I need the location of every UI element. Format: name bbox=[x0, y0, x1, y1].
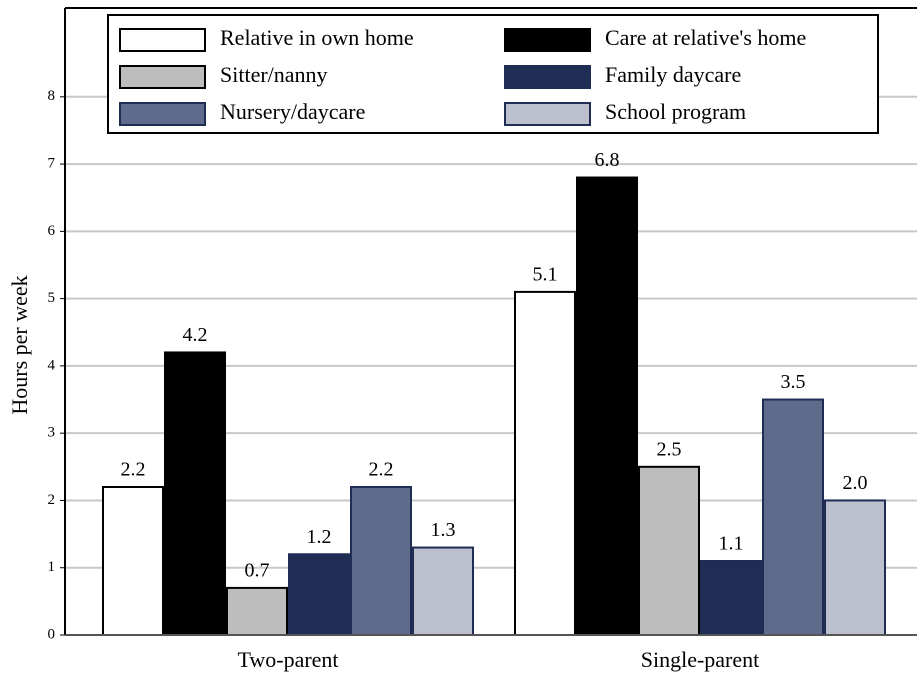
value-label: 1.3 bbox=[431, 519, 456, 541]
bar bbox=[412, 546, 474, 636]
value-label: 2.2 bbox=[369, 459, 394, 481]
value-label: 0.7 bbox=[245, 560, 270, 582]
value-label: 2.0 bbox=[843, 472, 868, 494]
value-label: 1.2 bbox=[307, 526, 332, 548]
legend-swatch bbox=[119, 102, 206, 126]
value-label: 1.1 bbox=[719, 533, 744, 555]
x-tick-label: Single-parent bbox=[641, 647, 760, 672]
bar bbox=[288, 553, 350, 636]
legend-label: Sitter/nanny bbox=[220, 62, 328, 87]
bar bbox=[638, 465, 700, 636]
value-label: 3.5 bbox=[781, 371, 806, 393]
y-tick-label: 8 bbox=[48, 88, 56, 104]
legend-label: School program bbox=[605, 99, 746, 124]
value-label: 2.5 bbox=[657, 438, 682, 460]
bar bbox=[164, 351, 226, 636]
legend-label: Relative in own home bbox=[220, 25, 414, 50]
legend-label: Care at relative's home bbox=[605, 25, 806, 50]
legend-swatch bbox=[504, 102, 591, 126]
bar bbox=[762, 398, 824, 637]
bar bbox=[350, 485, 412, 636]
y-tick-label: 2 bbox=[48, 492, 56, 508]
legend-label: Family daycare bbox=[605, 62, 741, 87]
bar bbox=[824, 499, 886, 637]
bar bbox=[700, 559, 762, 637]
x-tick-label: Two-parent bbox=[237, 647, 338, 672]
value-label: 2.2 bbox=[121, 459, 146, 481]
y-tick-label: 0 bbox=[48, 626, 56, 642]
legend-box bbox=[107, 14, 879, 134]
y-axis-label: Hours per week bbox=[7, 275, 32, 414]
y-tick-label: 4 bbox=[48, 357, 56, 373]
legend-swatch bbox=[504, 28, 591, 52]
y-tick-label: 3 bbox=[48, 425, 56, 441]
legend-swatch bbox=[119, 28, 206, 52]
bar bbox=[514, 290, 576, 636]
value-label: 5.1 bbox=[533, 263, 558, 285]
bar bbox=[226, 586, 288, 636]
legend-label: Nursery/daycare bbox=[220, 99, 365, 124]
y-tick-label: 1 bbox=[48, 559, 56, 575]
legend-swatch bbox=[119, 65, 206, 89]
y-tick-label: 5 bbox=[48, 290, 56, 306]
bar bbox=[576, 176, 638, 636]
y-tick-label: 6 bbox=[48, 223, 56, 239]
legend-swatch bbox=[504, 65, 591, 89]
bar bbox=[102, 485, 164, 636]
value-label: 6.8 bbox=[595, 149, 620, 171]
y-tick-label: 7 bbox=[48, 156, 56, 172]
value-label: 4.2 bbox=[183, 324, 208, 346]
